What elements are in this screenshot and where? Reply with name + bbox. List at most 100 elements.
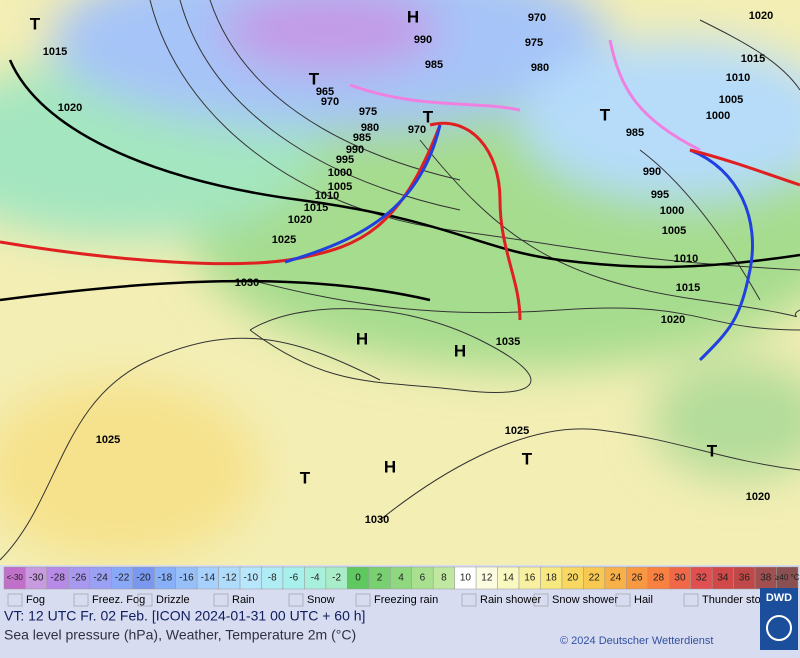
legend-label: Freezing rain (374, 594, 438, 606)
isobar-label: 985 (425, 59, 443, 71)
isobar-label: 1005 (719, 94, 743, 106)
isobar-label: 985 (353, 132, 371, 144)
isobar-label: 985 (626, 127, 644, 139)
pressure-center: H (384, 457, 396, 476)
pressure-center: H (454, 341, 466, 360)
legend-icon (355, 593, 371, 607)
isobar-label: 1020 (746, 491, 770, 503)
isobar-label: 1025 (505, 425, 529, 437)
scale-label: 26 (631, 573, 643, 584)
scale-label: -6 (289, 573, 298, 584)
scale-label: 0 (355, 573, 361, 584)
scale-label: 6 (420, 573, 426, 584)
legend-label: Freez. Fog (92, 594, 145, 606)
isobar-label: 980 (361, 122, 379, 134)
pressure-center: T (522, 449, 533, 468)
isobar-label: 965 (316, 86, 334, 98)
scale-label: -22 (115, 573, 130, 584)
temperature-scale: <-30 -30 -28 -2 6 -24 -22 -20 -18 -16 -14 -12 -10 -8 -… (3, 566, 800, 590)
scale-label: -30 (29, 573, 44, 584)
legend-icon (213, 593, 229, 607)
isobar-label: 1010 (726, 72, 750, 84)
pressure-center: T (707, 441, 718, 460)
isobar-label: 1000 (706, 110, 730, 122)
legend-label: Drizzle (156, 594, 190, 606)
scale-label: ≥40 °C (775, 573, 800, 582)
scale-label: 18 (546, 573, 558, 584)
scale-label: 12 (481, 573, 493, 584)
isobar-label: 975 (359, 106, 377, 118)
scale-label: 4 (398, 573, 404, 584)
isobar-label: 1020 (749, 10, 773, 22)
isobar-label: 995 (336, 154, 354, 166)
scale-label: -28 (50, 573, 65, 584)
isobar-label: 1015 (741, 53, 765, 65)
legend-label: Snow shower (552, 594, 618, 606)
legend-label: Rain (232, 594, 255, 606)
scale-label: 28 (653, 573, 665, 584)
pressure-center: T (300, 468, 311, 487)
isobar-label: 980 (531, 62, 549, 74)
legend-label: Fog (26, 594, 45, 606)
isobar-label: 1035 (496, 336, 520, 348)
isobar-label: 1020 (661, 314, 685, 326)
scale-label: 14 (503, 573, 515, 584)
isobar-label: 1015 (304, 202, 328, 214)
pressure-center: H (356, 329, 368, 348)
isobar-label: 990 (414, 34, 432, 46)
scale-label: -12 (222, 573, 237, 584)
legend-icon (73, 593, 89, 607)
isobar-label: 990 (643, 166, 661, 178)
scale-label: -24 (93, 573, 108, 584)
isobar-label: 970 (408, 124, 426, 136)
isobar-label: 970 (321, 96, 339, 108)
scale-label: 8 (441, 573, 447, 584)
isobar-label: 1010 (674, 253, 698, 265)
scale-label: -20 (136, 573, 151, 584)
description: Sea level pressure (hPa), Weather, Tempe… (4, 627, 356, 643)
weather-legend: Fog Freez. Fog Drizzle Rain Snow Freezing rai… (7, 593, 774, 607)
legend-label: Thunder storm (702, 594, 774, 606)
isobar-label: 1020 (58, 102, 82, 114)
isobar-label: 990 (346, 144, 364, 156)
isobar-label: 975 (525, 37, 543, 49)
isobar-label: 1025 (96, 434, 120, 446)
scale-label: -16 (179, 573, 194, 584)
scale-label: 2 (377, 573, 383, 584)
isobar-label: 1000 (328, 167, 352, 179)
isobar-label: 970 (528, 12, 546, 24)
pressure-center: H (407, 7, 419, 26)
scale-label: -18 (158, 573, 173, 584)
scale-label: -8 (268, 573, 277, 584)
copyright: © 2024 Deutscher Wetterdienst (560, 635, 713, 647)
isobar-label: 995 (651, 189, 669, 201)
scale-label: <-30 (7, 573, 24, 582)
legend-icon (683, 593, 699, 607)
pressure-center: T (600, 105, 611, 124)
isobar-label: 1025 (272, 234, 296, 246)
scale-label: -14 (201, 573, 216, 584)
scale-label: -2 (332, 573, 341, 584)
scale-label: 30 (674, 573, 686, 584)
scale-label: 32 (696, 573, 708, 584)
isobar-label: 1015 (676, 282, 700, 294)
scale-label: 36 (739, 573, 751, 584)
map: 1015102096597097598098599099510001005101… (0, 0, 800, 565)
legend-icon (615, 593, 631, 607)
scale-label: 10 (460, 573, 472, 584)
legend-label: Hail (634, 594, 653, 606)
isobar-label: 1015 (43, 46, 67, 58)
logo-swirl (766, 615, 792, 641)
isobar-label: 1010 (315, 190, 339, 202)
pressure-center: T (309, 69, 320, 88)
isobar-label: 1030 (365, 514, 389, 526)
pressure-center: T (30, 14, 41, 33)
valid-time: VT: 12 UTC Fr. 02 Feb. [ICON 2024-01-31 … (4, 608, 365, 624)
scale-label: -10 (244, 573, 259, 584)
scale-label: 38 (760, 573, 772, 584)
legend-icon (461, 593, 477, 607)
legend-label: Rain shower (480, 594, 541, 606)
legend-label: Snow (307, 594, 335, 606)
scale-label: -4 (311, 573, 320, 584)
